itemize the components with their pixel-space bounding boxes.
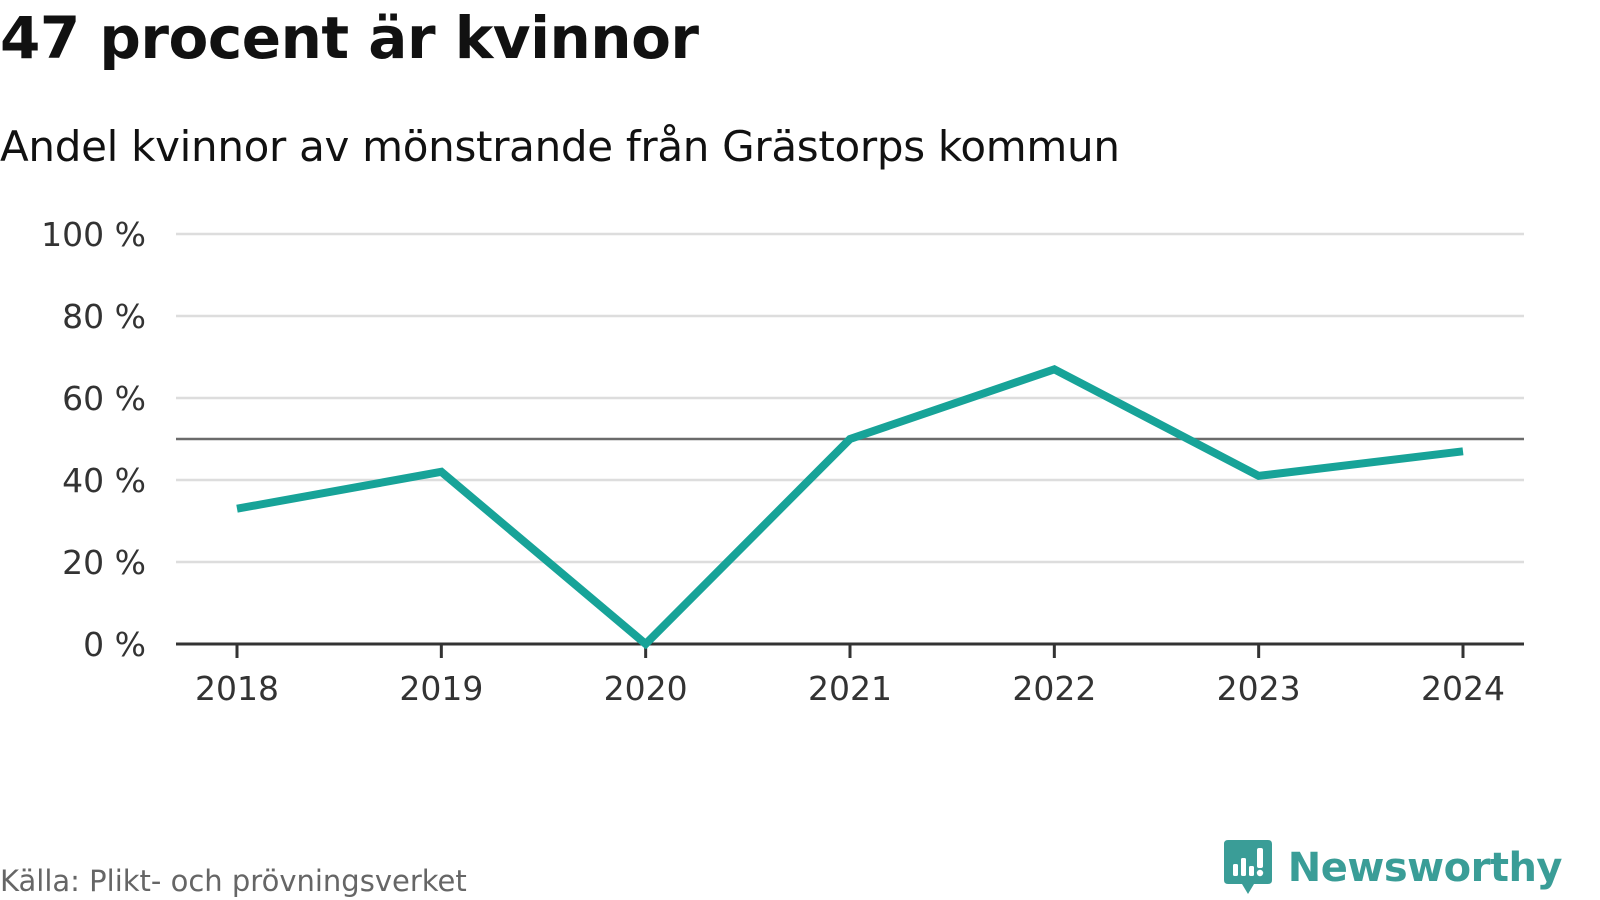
x-tick-label: 2024 (1421, 669, 1505, 708)
x-axis-labels: 2018 2019 2020 2021 2022 2023 2024 (195, 669, 1505, 708)
brand-logo: Newsworthy (1222, 838, 1563, 898)
y-axis-labels: 0 % 20 % 40 % 60 % 80 % 100 % (41, 215, 146, 664)
y-tick-label: 0 % (83, 625, 146, 664)
chart-title: 47 procent är kvinnor (0, 4, 699, 72)
series-group (236, 364, 1464, 650)
chart-subtitle: Andel kvinnor av mönstrande från Grästor… (0, 122, 1120, 171)
x-tick-label: 2021 (808, 669, 892, 708)
x-tick-label: 2020 (604, 669, 688, 708)
x-tick-label: 2022 (1012, 669, 1096, 708)
y-tick-label: 40 % (62, 461, 146, 500)
y-tick-label: 60 % (62, 379, 146, 418)
series-line (236, 364, 1464, 650)
x-tick-label: 2018 (195, 669, 279, 708)
brand-name: Newsworthy (1287, 845, 1563, 891)
y-tick-label: 20 % (62, 543, 146, 582)
newsworthy-logo-icon (1223, 840, 1272, 894)
x-axis (176, 642, 1524, 658)
source-note: Källa: Plikt- och prövningsverket (0, 864, 467, 898)
x-tick-label: 2019 (399, 669, 483, 708)
gridlines (176, 232, 1524, 564)
y-tick-label: 100 % (41, 215, 146, 254)
y-tick-label: 80 % (62, 297, 146, 336)
x-tick-label: 2023 (1217, 669, 1301, 708)
